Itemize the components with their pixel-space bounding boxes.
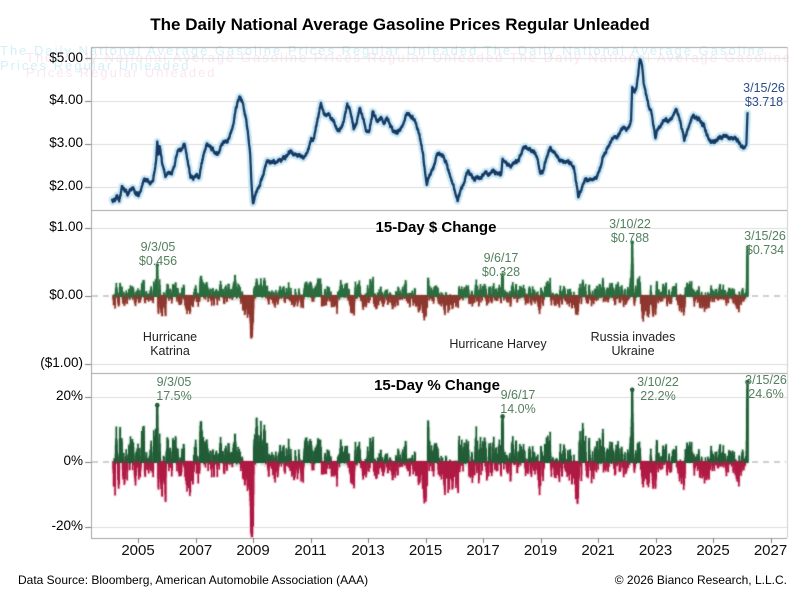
annotation-date: 3/15/26 [743,81,785,95]
price-ytick: $2.00 [49,178,83,193]
x-axis-year-label: 2013 [351,542,385,559]
annotation-date: 9/6/17 [483,251,519,265]
annotation-value: $0.456 [138,254,178,268]
x-axis-year-label: 2017 [466,542,500,559]
pct-russia-annotation: 3/10/22 22.2% [621,375,695,403]
annotation-date: 3/10/22 [609,217,651,231]
annotation-date: 9/3/05 [156,375,192,389]
copyright-note: © 2026 Bianco Research, L.L.C. [614,573,787,587]
pct-change-panel-title: 15-Day % Change [374,377,500,394]
x-axis-year-label: 2005 [121,542,155,559]
annotation-value: 14.0% [500,402,536,416]
annotation-date: 3/15/26 [744,229,786,243]
hurricane-katrina-label: Hurricane Katrina [142,330,198,358]
x-axis-year-label: 2015 [408,542,443,559]
x-axis-year-label: 2025 [696,542,730,559]
price-ytick: $4.00 [49,92,83,107]
annotation-value: 24.6% [748,387,784,401]
annotation-date: 3/15/26 [745,373,787,387]
hurricane-harvey-label: Hurricane Harvey [449,337,547,351]
x-axis-year-label: 2019 [523,542,558,559]
dollar-change-ytick: ($1.00) [40,355,83,370]
russia-ukraine-label: Russia invades Ukraine [590,330,676,358]
annotation-date: 9/6/17 [500,388,536,402]
annotation-date: 9/3/05 [140,240,176,254]
chart-title: The Daily National Average Gasoline Pric… [150,15,650,34]
x-axis-year-label: 2023 [638,542,673,559]
dollar-change-ytick: $0.00 [49,287,83,302]
x-axis-year-label: 2011 [294,542,327,559]
dollar-harvey-annotation: 9/6/17 $0.328 [464,251,538,279]
annotation-date: 3/10/22 [637,375,679,389]
pct-katrina-annotation: 9/3/05 17.5% [137,375,211,403]
pct-change-ytick: 0% [63,453,83,468]
price-ytick: $5.00 [49,50,83,65]
annotation-value: 22.2% [640,389,676,403]
dollar-change-panel-title: 15-Day $ Change [375,219,497,236]
data-source-note: Data Source: Bloomberg, American Automob… [18,573,369,587]
dollar-katrina-annotation: 9/3/05 $0.456 [121,240,195,268]
price-latest-annotation: 3/15/26 $3.718 [722,81,800,109]
dollar-latest-annotation: 3/15/26 $0.734 [728,229,800,257]
pct-latest-annotation: 3/15/26 24.6% [729,373,800,401]
price-ytick: $3.00 [49,135,83,150]
dollar-russia-annotation: 3/10/22 $0.788 [593,217,667,245]
annotation-value: $0.328 [481,265,521,279]
x-axis-year-label: 2007 [178,542,213,559]
annotation-value: $0.734 [745,243,785,257]
dollar-change-ytick: $1.00 [49,219,83,234]
x-axis-year-label: 2027 [753,542,788,559]
annotation-value: $0.788 [610,231,650,245]
x-axis-year-label: 2021 [581,542,615,559]
x-axis-year-label: 2009 [236,542,270,559]
annotation-value: 17.5% [156,389,192,403]
pct-change-ytick: -20% [51,518,83,533]
pct-change-ytick: 20% [55,388,83,403]
annotation-value: $3.718 [744,95,784,109]
pct-harvey-annotation: 9/6/17 14.0% [481,388,555,416]
